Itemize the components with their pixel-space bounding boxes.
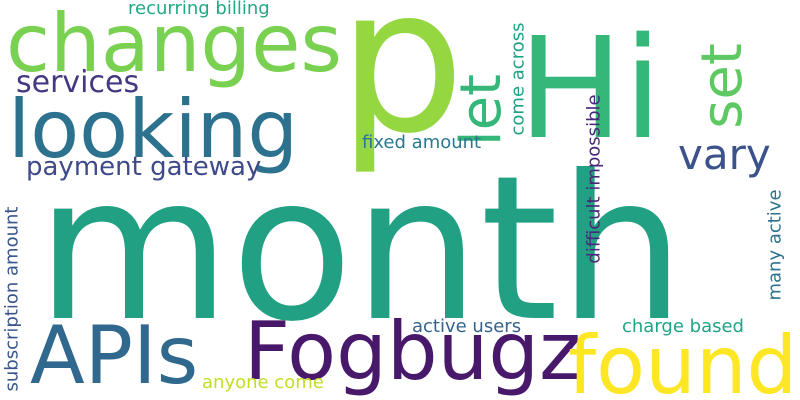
word-come-across: come across (507, 22, 529, 136)
word-hi: Hi (518, 8, 663, 171)
word-set: set (689, 43, 755, 129)
word-charge-based: charge based (622, 316, 744, 337)
word-apis: APIs (30, 309, 199, 400)
word-difficult-impossible: difficult impossible (583, 94, 605, 264)
word-many-active: many active (764, 189, 786, 301)
word-services: services (16, 65, 140, 100)
word-active-users: active users (412, 316, 522, 337)
word-subscription-amount: subscription amount (1, 206, 23, 392)
word-changes: changes (6, 0, 343, 90)
word-p: p (338, 0, 465, 178)
word-recurring-billing: recurring billing (128, 0, 270, 19)
word-looking: looking (8, 83, 299, 176)
word-month: month (36, 133, 686, 366)
word-found: found (568, 319, 798, 400)
word-payment-gateway: payment gateway (26, 152, 262, 182)
word-vary: vary (678, 130, 771, 179)
word-fixed-amount: fixed amount (362, 132, 482, 153)
word-fogbugz: Fogbugz (244, 305, 582, 398)
word-anyone-come: anyone come (202, 372, 324, 393)
